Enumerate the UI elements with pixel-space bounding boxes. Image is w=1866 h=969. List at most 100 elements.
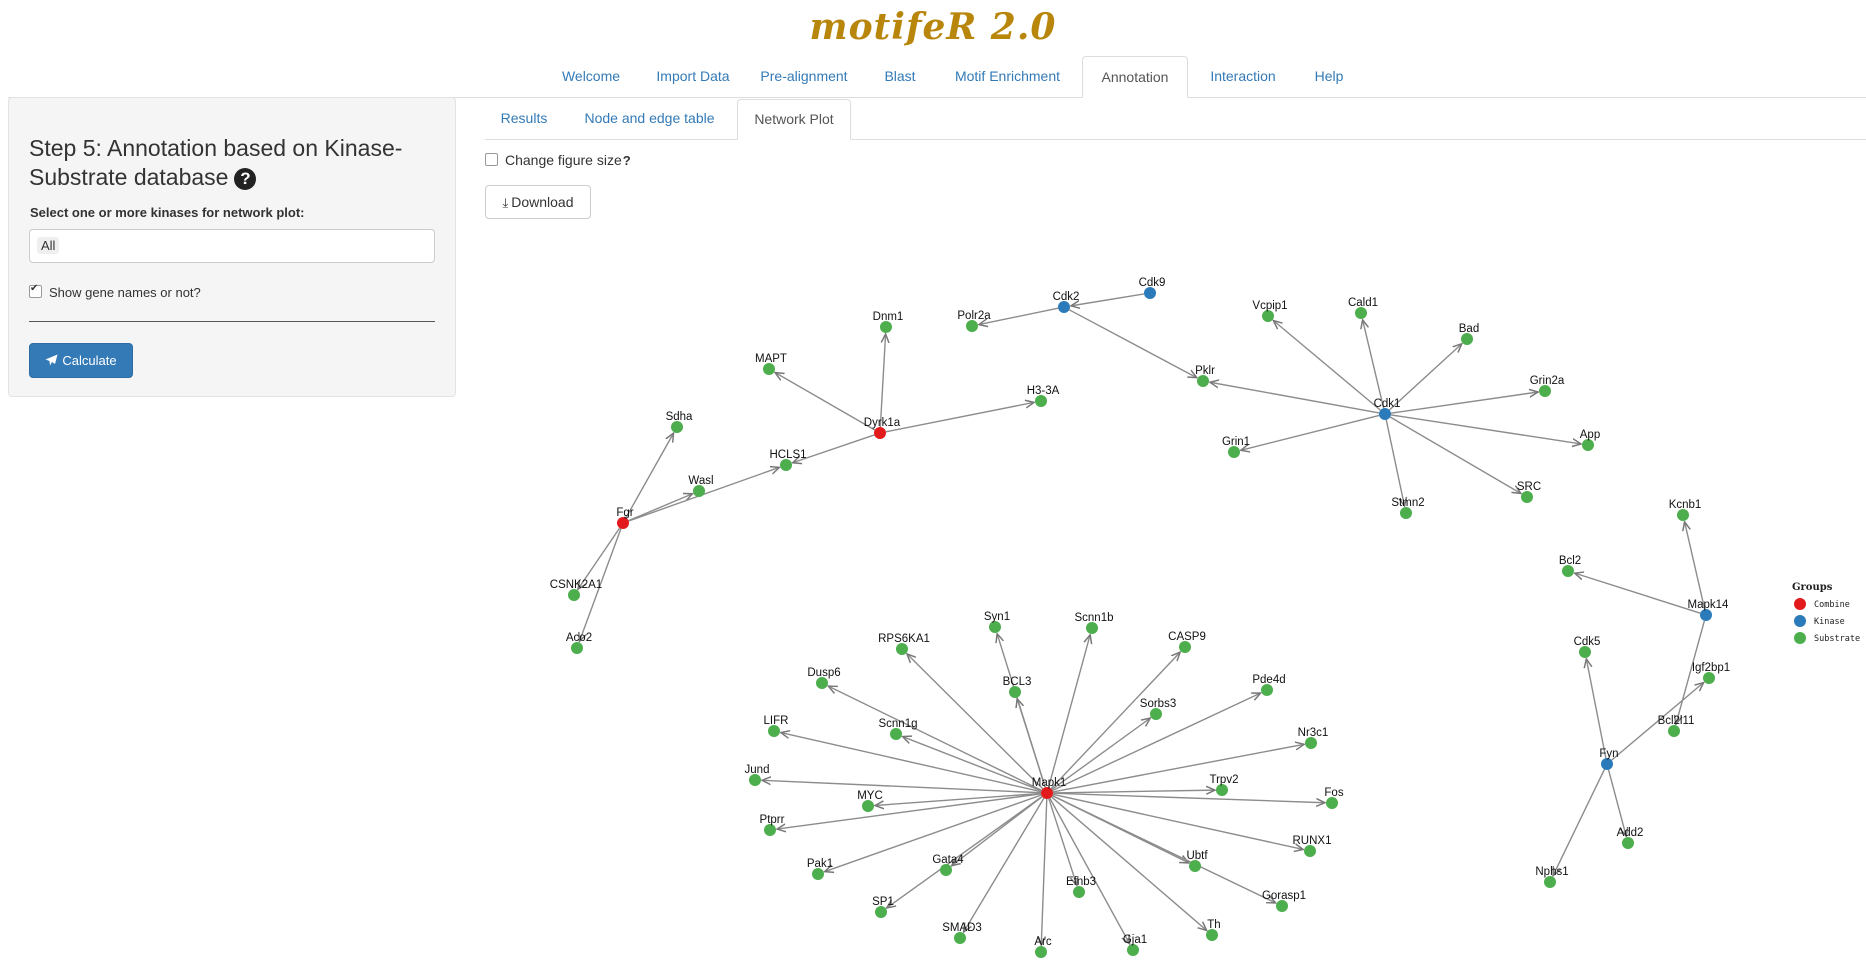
node-aco2[interactable] <box>571 642 583 654</box>
node-gorasp1[interactable] <box>1276 900 1288 912</box>
edge-mapk1-pak1 <box>825 794 1042 872</box>
show-gene-names-row[interactable]: Show gene names or not? <box>29 283 201 300</box>
node-add2[interactable] <box>1622 837 1634 849</box>
node-mapk1[interactable] <box>1041 787 1053 799</box>
node-mapt[interactable] <box>763 363 775 375</box>
node-fgr[interactable] <box>617 517 629 529</box>
tab-annotation[interactable]: Annotation <box>1082 56 1188 98</box>
tab-pre-alignment[interactable]: Pre-alignment <box>760 68 848 84</box>
node-dyrk1a[interactable] <box>874 427 886 439</box>
node-bad[interactable] <box>1461 333 1473 345</box>
tab-node-edge-table[interactable]: Node and edge table <box>584 110 715 126</box>
node-label-add2: Add2 <box>1617 827 1644 839</box>
node-nphs1[interactable] <box>1544 876 1556 888</box>
node-runx1[interactable] <box>1304 845 1316 857</box>
node-syn1[interactable] <box>989 621 1001 633</box>
node-scnn1g[interactable] <box>890 728 902 740</box>
node-smad3[interactable] <box>954 932 966 944</box>
node-dnm1[interactable] <box>880 321 892 333</box>
node-igf2bp1[interactable] <box>1703 672 1715 684</box>
node-jund[interactable] <box>749 774 761 786</box>
node-th[interactable] <box>1206 929 1218 941</box>
node-label-hcls1: HCLS1 <box>769 449 806 461</box>
node-sdha[interactable] <box>671 421 683 433</box>
node-cdk9[interactable] <box>1144 287 1156 299</box>
node-label-gja1: Gja1 <box>1123 934 1147 946</box>
edge-mapk1-jund <box>762 780 1042 794</box>
node-label-scnn1b: Scnn1b <box>1074 612 1113 624</box>
node-grin1[interactable] <box>1228 446 1240 458</box>
tab-motif-enrichment[interactable]: Motif Enrichment <box>954 68 1061 84</box>
legend-label-kinase: Kinase <box>1814 617 1845 627</box>
edge-mapk1-dusp6 <box>828 686 1042 791</box>
tab-blast[interactable]: Blast <box>884 68 916 84</box>
legend-swatch-combine <box>1794 598 1806 610</box>
node-scnn1b[interactable] <box>1086 622 1098 634</box>
node-mapk14[interactable] <box>1700 609 1712 621</box>
node-cdk2[interactable] <box>1058 301 1070 313</box>
node-app[interactable] <box>1582 439 1594 451</box>
node-polr2a[interactable] <box>966 320 978 332</box>
show-gene-names-label: Show gene names or not? <box>49 285 201 300</box>
question-circle-icon[interactable]: ? <box>234 168 257 190</box>
node-ptprr[interactable] <box>764 824 776 836</box>
edge-mapk14-kcnb1 <box>1685 522 1706 610</box>
node-cdk1[interactable] <box>1379 408 1391 420</box>
show-gene-names-checkbox[interactable] <box>29 283 42 298</box>
download-button[interactable]: ⤓ Download <box>485 185 591 219</box>
tab-network-plot[interactable]: Network Plot <box>737 99 851 140</box>
edge-mapk1-rps6ka1 <box>907 654 1044 790</box>
node-efnb3[interactable] <box>1073 886 1085 898</box>
change-size-checkbox[interactable] <box>485 153 498 166</box>
node-label-nphs1: Nphs1 <box>1535 866 1568 878</box>
node-label-rps6ka1: RPS6KA1 <box>878 633 930 645</box>
change-size-row[interactable]: Change figure size? <box>485 152 631 168</box>
node-label-dyrk1a: Dyrk1a <box>864 417 901 429</box>
node-sorbs3[interactable] <box>1150 708 1162 720</box>
edge-cdk1-stmn2 <box>1385 419 1404 506</box>
node-pklr[interactable] <box>1197 375 1209 387</box>
node-wasl[interactable] <box>693 485 705 497</box>
node-lifr[interactable] <box>768 725 780 737</box>
node-h3-3a[interactable] <box>1035 395 1047 407</box>
node-nr3c1[interactable] <box>1305 737 1317 749</box>
node-ubtf[interactable] <box>1189 860 1201 872</box>
node-myc[interactable] <box>862 800 874 812</box>
node-label-cdk5: Cdk5 <box>1574 636 1601 648</box>
tab-results[interactable]: Results <box>500 110 548 126</box>
node-cald1[interactable] <box>1355 307 1367 319</box>
node-cdk5[interactable] <box>1579 646 1591 658</box>
node-fos[interactable] <box>1326 797 1338 809</box>
calculate-button[interactable]: Calculate <box>29 343 133 378</box>
tab-interaction[interactable]: Interaction <box>1210 68 1276 84</box>
kinase-select-input[interactable]: All <box>29 229 435 263</box>
node-bcl2[interactable] <box>1562 565 1574 577</box>
node-arc[interactable] <box>1035 946 1047 958</box>
node-kcnb1[interactable] <box>1677 509 1689 521</box>
step-title: Step 5: Annotation based on Kinase-Subst… <box>29 134 439 192</box>
tab-welcome[interactable]: Welcome <box>561 68 621 84</box>
tab-import-data[interactable]: Import Data <box>656 68 730 84</box>
node-hcls1[interactable] <box>780 459 792 471</box>
node-casp9[interactable] <box>1179 641 1191 653</box>
node-trpv2[interactable] <box>1216 784 1228 796</box>
selected-kinase-chip[interactable]: All <box>37 237 60 254</box>
node-pak1[interactable] <box>812 868 824 880</box>
node-label-nr3c1: Nr3c1 <box>1298 727 1329 739</box>
node-stmn2[interactable] <box>1400 507 1412 519</box>
node-pde4d[interactable] <box>1261 684 1273 696</box>
node-fyn[interactable] <box>1601 758 1613 770</box>
node-label-grin1: Grin1 <box>1222 436 1250 448</box>
node-rps6ka1[interactable] <box>896 643 908 655</box>
node-gja1[interactable] <box>1127 944 1139 956</box>
node-gata4[interactable] <box>940 864 952 876</box>
node-vcpip1[interactable] <box>1262 310 1274 322</box>
tab-help[interactable]: Help <box>1314 68 1344 84</box>
node-csnk2a1[interactable] <box>568 589 580 601</box>
node-grin2a[interactable] <box>1539 385 1551 397</box>
node-dusp6[interactable] <box>816 677 828 689</box>
node-src[interactable] <box>1521 491 1533 503</box>
node-sp1[interactable] <box>875 906 887 918</box>
node-bcl3[interactable] <box>1009 686 1021 698</box>
node-bcl2l11[interactable] <box>1668 725 1680 737</box>
